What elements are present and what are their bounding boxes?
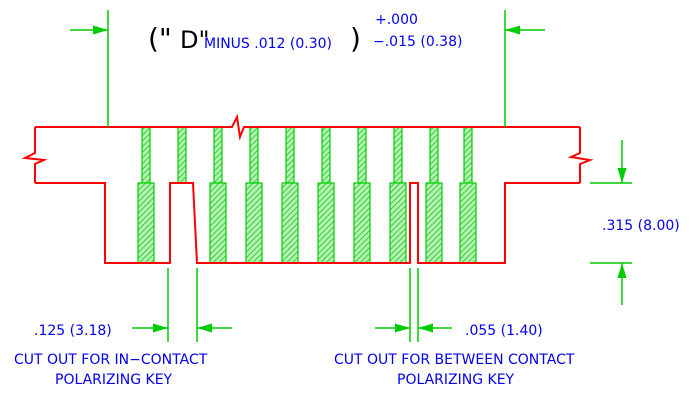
contact xyxy=(213,126,223,184)
in-contact-width: .125 (3.18) xyxy=(34,323,112,339)
contact xyxy=(317,182,335,264)
contact xyxy=(245,182,263,264)
caption: CUT OUT FOR BETWEEN CONTACT xyxy=(334,352,575,368)
contact xyxy=(177,126,187,184)
tol-minus: −.015 (0.38) xyxy=(373,34,462,50)
caption: POLARIZING KEY xyxy=(55,372,173,388)
between-width: .055 (1.40) xyxy=(465,323,543,339)
contact xyxy=(209,182,227,264)
contact xyxy=(393,126,403,184)
contact xyxy=(429,126,439,184)
caption: CUT OUT FOR IN−CONTACT xyxy=(14,352,208,368)
paren-close: ) xyxy=(350,22,361,55)
contact xyxy=(459,182,477,264)
tol-plus: +.000 xyxy=(375,12,418,28)
contact xyxy=(353,182,371,264)
pins xyxy=(137,126,477,264)
contact xyxy=(357,126,367,184)
dim-minus: MINUS .012 (0.30) xyxy=(204,36,332,52)
height-dim: .315 (8.00) xyxy=(602,218,680,234)
caption: POLARIZING KEY xyxy=(397,372,515,388)
dim-letter: D" xyxy=(180,26,210,54)
contact xyxy=(281,182,299,264)
outline xyxy=(21,113,594,264)
dimension-lines xyxy=(70,10,632,342)
contact xyxy=(425,182,443,264)
contact xyxy=(249,126,259,184)
contact xyxy=(389,182,407,264)
contact xyxy=(137,182,155,264)
contact xyxy=(321,126,331,184)
contact xyxy=(463,126,473,184)
contact xyxy=(285,126,295,184)
paren-open: (" xyxy=(148,22,172,55)
contact xyxy=(141,126,151,184)
